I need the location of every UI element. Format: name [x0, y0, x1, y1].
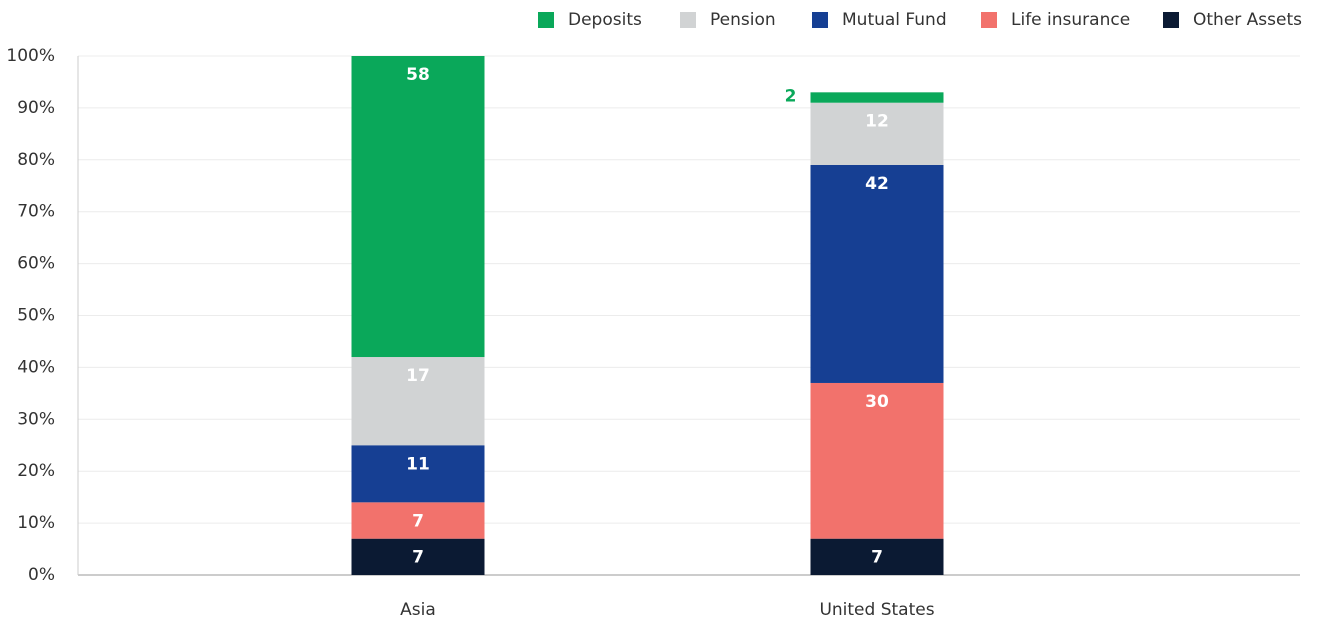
legend-swatch [1163, 12, 1179, 28]
value-label: 7 [412, 511, 424, 531]
value-label: 17 [406, 366, 430, 386]
bar-segment [351, 56, 485, 358]
value-label: 11 [406, 454, 430, 474]
legend-label: Pension [710, 10, 776, 30]
value-label: 2 [785, 86, 797, 106]
bar-segment [810, 164, 944, 383]
bar-segment [351, 538, 485, 575]
legend-swatch [981, 12, 997, 28]
bar-segment [351, 357, 485, 446]
bar-segment [351, 445, 485, 503]
value-label: 12 [865, 112, 889, 132]
legend-label: Deposits [568, 10, 642, 30]
value-label: 42 [865, 174, 889, 194]
y-tick-label: 10% [17, 513, 55, 533]
legend-swatch [680, 12, 696, 28]
value-label: 58 [406, 65, 430, 85]
bar-segment [810, 382, 944, 539]
y-tick-label: 30% [17, 409, 55, 429]
legend-label: Other Assets [1193, 10, 1302, 30]
legend-swatch [812, 12, 828, 28]
y-tick-label: 100% [6, 46, 55, 66]
bar-segment [351, 502, 485, 539]
legend-label: Life insurance [1011, 10, 1130, 30]
y-tick-label: 60% [17, 254, 55, 274]
value-label: 7 [412, 548, 424, 568]
y-tick-label: 20% [17, 461, 55, 481]
value-label: 7 [871, 548, 883, 568]
legend-label: Mutual Fund [842, 10, 947, 30]
y-tick-label: 50% [17, 306, 55, 326]
x-tick-label: United States [819, 600, 934, 620]
y-tick-label: 40% [17, 357, 55, 377]
legend-swatch [538, 12, 554, 28]
y-tick-label: 70% [17, 202, 55, 222]
bar-segment [810, 92, 944, 103]
y-tick-label: 90% [17, 98, 55, 118]
y-tick-label: 80% [17, 150, 55, 170]
bar-segment [810, 102, 944, 165]
value-label: 30 [865, 392, 889, 412]
x-tick-label: Asia [400, 600, 436, 620]
bar-segment [810, 538, 944, 575]
y-tick-label: 0% [28, 565, 55, 585]
